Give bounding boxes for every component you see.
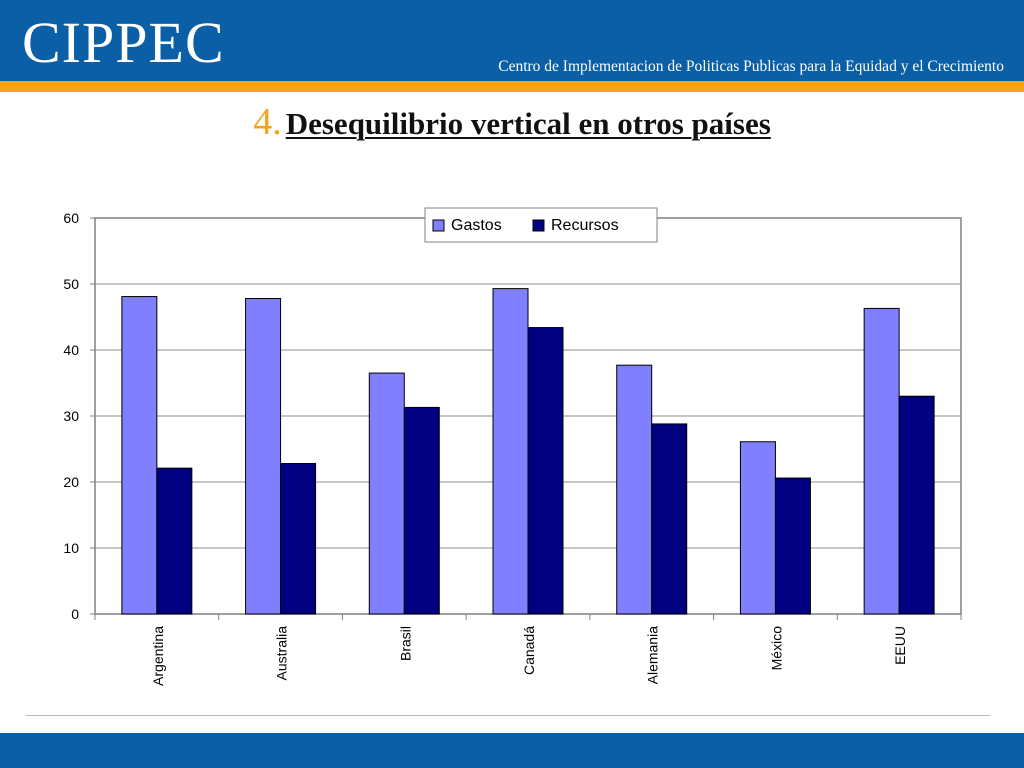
x-tick-label: EEUU [892,626,908,665]
header-tagline: Centro de Implementacion de Politicas Pu… [498,58,1004,75]
footer-divider [26,715,990,716]
header-bar: CIPPEC Centro de Implementacion de Polit… [0,0,1024,81]
y-tick-label: 10 [63,540,79,556]
bar-recursos-6 [774,477,811,615]
bar-recursos-2 [280,463,317,615]
y-tick-label: 60 [63,210,79,226]
legend-swatch-1 [432,219,445,232]
x-tick-label: Canadá [521,626,537,675]
bar-gastos-6 [739,441,776,615]
y-tick-label: 0 [71,606,79,622]
y-tick-label: 50 [63,276,79,292]
legend-label-1: Gastos [451,217,502,234]
legend-label-2: Recursos [551,217,619,234]
x-tick-label: México [768,626,784,671]
x-tick-label: Argentina [150,626,166,686]
bar-chart: 0 10 20 30 40 50 60 Argentina Australia Brasil Can… [63,207,962,686]
bar-recursos-4 [527,327,564,615]
bar-recursos-7 [898,395,935,615]
title-number: 4. [253,101,282,143]
cippec-logo: CIPPEC [22,10,225,75]
header-accent-stripe [0,81,1024,92]
y-tick-label: 40 [63,342,79,358]
y-tick-label: 30 [63,408,79,424]
bar-recursos-3 [403,406,440,615]
x-tick-label: Alemania [645,626,661,685]
bar-gastos-4 [492,288,529,615]
bar-gastos-7 [863,307,900,615]
title-text: Desequilibrio vertical en otros países [285,106,771,141]
bar-gastos-2 [245,298,282,615]
x-tick-label: Australia [274,626,290,681]
bar-recursos-1 [156,467,193,615]
bar-recursos-5 [651,423,688,615]
y-tick-label: 20 [63,474,79,490]
x-tick-label: Brasil [397,626,413,661]
footer-bar [0,733,1024,768]
bar-gastos-3 [368,372,405,615]
bar-gastos-5 [616,364,653,615]
slide-title: 4. Desequilibrio vertical en otros paíse… [0,100,1024,144]
bar-gastos-1 [121,296,158,615]
legend-swatch-2 [532,219,545,232]
